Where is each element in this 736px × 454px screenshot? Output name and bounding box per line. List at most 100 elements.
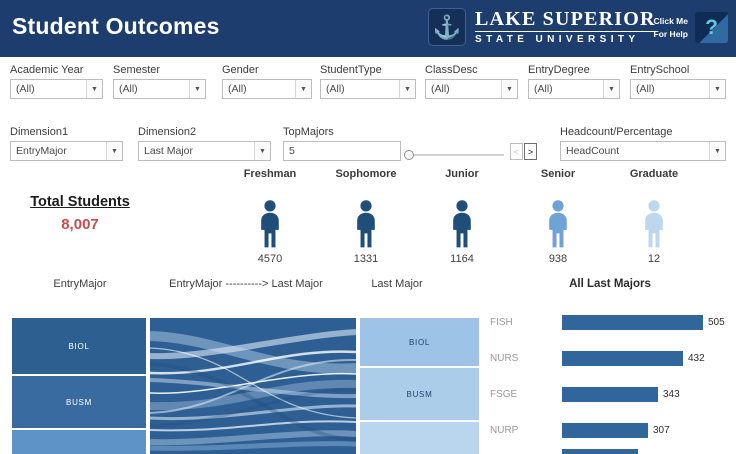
dropdown-value: (All) [636, 83, 655, 95]
class-count: 1331 [353, 253, 379, 265]
filter-label: Gender [222, 64, 259, 76]
chevron-down-icon[interactable]: ▼ [603, 80, 619, 98]
filter-label: EntrySchool [630, 64, 690, 76]
last-segment-other[interactable] [360, 422, 479, 454]
filter-label: Semester [113, 64, 161, 76]
slider-knob[interactable] [404, 150, 414, 160]
bar-row: NURP 307 [490, 422, 670, 438]
chevron-down-icon[interactable]: ▼ [399, 80, 415, 98]
chevron-down-icon[interactable]: ▼ [709, 142, 725, 160]
filter-label: Dimension1 [10, 126, 69, 138]
bar-category: NURS [490, 352, 519, 364]
chevron-down-icon[interactable]: ▼ [501, 80, 517, 98]
chevron-down-icon[interactable]: ▼ [709, 80, 725, 98]
dropdown-value: (All) [16, 83, 35, 95]
filter-label: StudentType [320, 64, 382, 76]
entry-segment-other[interactable] [12, 430, 146, 454]
bar-value: 307 [653, 424, 670, 436]
person-icon[interactable] [541, 200, 575, 248]
bar-row-partial [490, 448, 638, 454]
last-major-bar: BIOL BUSM [360, 318, 479, 454]
filter-studenttype: StudentType (All) ▼ [320, 64, 416, 99]
dropdown-value: (All) [431, 83, 450, 95]
class-icons-row: 4570 1331 1164 938 12 [222, 200, 702, 265]
chevron-down-icon[interactable]: ▼ [106, 142, 122, 160]
class-column-sophomore: 1331 [318, 200, 414, 265]
question-mark-icon[interactable]: ? [695, 12, 728, 43]
class-column-freshman: 4570 [222, 200, 318, 265]
class-column-junior: 1164 [414, 200, 510, 265]
bar-row: FISH 505 [490, 314, 725, 330]
dimension2-dropdown[interactable]: Last Major ▼ [138, 141, 271, 161]
sankey-svg [149, 318, 357, 454]
last-segment-busm[interactable]: BUSM [360, 368, 479, 420]
class-header-row: Freshman Sophomore Junior Senior Graduat… [222, 168, 702, 180]
topmajors-control: TopMajors [283, 126, 401, 161]
logo-line2: STATE UNIVERSITY [475, 31, 656, 45]
last-segment-biol[interactable]: BIOL [360, 318, 479, 366]
headcount-control: Headcount/Percentage HeadCount ▼ [560, 126, 726, 161]
topmajors-input[interactable] [283, 141, 401, 161]
bar-category: FISH [490, 316, 513, 328]
dropdown-value: (All) [326, 83, 345, 95]
chevron-down-icon[interactable]: ▼ [254, 142, 270, 160]
classdesc-dropdown[interactable]: (All) ▼ [425, 79, 518, 99]
filter-label: Headcount/Percentage [560, 126, 673, 138]
bar-value: 343 [663, 388, 680, 400]
academic-year-dropdown[interactable]: (All) ▼ [10, 79, 103, 99]
dimension1-dropdown[interactable]: EntryMajor ▼ [10, 141, 123, 161]
topmajors-slider[interactable] [404, 149, 504, 161]
entry-segment-busm[interactable]: BUSM [12, 376, 146, 428]
entryschool-dropdown[interactable]: (All) ▼ [630, 79, 726, 99]
total-students-label: Total Students [30, 194, 130, 210]
entry-segment-biol[interactable]: BIOL [12, 318, 146, 374]
filter-label: ClassDesc [425, 64, 478, 76]
chevron-down-icon[interactable]: ▼ [295, 80, 311, 98]
chevron-down-icon[interactable]: ▼ [189, 80, 205, 98]
help-label-line1: Click Me [653, 15, 689, 26]
bar-row: NURS 432 [490, 350, 705, 366]
bar-partial[interactable] [562, 448, 638, 454]
slider-track[interactable] [404, 154, 504, 156]
dimension1-control: Dimension1 EntryMajor ▼ [10, 126, 123, 161]
person-icon[interactable] [349, 200, 383, 248]
bar[interactable] [562, 422, 648, 438]
gender-dropdown[interactable]: (All) ▼ [222, 79, 312, 99]
person-icon[interactable] [637, 200, 671, 248]
class-header-freshman: Freshman [243, 168, 297, 180]
person-icon[interactable] [253, 200, 287, 248]
page-left-button[interactable]: < [510, 143, 523, 160]
filter-entrydegree: EntryDegree (All) ▼ [528, 64, 620, 99]
dropdown-value: HeadCount [566, 145, 620, 157]
filter-academic-year: Academic Year (All) ▼ [10, 64, 103, 99]
flow-diagram[interactable] [149, 318, 357, 454]
class-column-senior: 938 [510, 200, 606, 265]
class-column-graduate: 12 [606, 200, 702, 265]
chevron-down-icon[interactable]: ▼ [86, 80, 102, 98]
filter-semester: Semester (All) ▼ [113, 64, 206, 99]
last-major-label: Last Major [371, 278, 423, 290]
dropdown-value: Last Major [144, 145, 194, 157]
entrydegree-dropdown[interactable]: (All) ▼ [528, 79, 620, 99]
bar-category: NURP [490, 424, 519, 436]
class-header-junior: Junior [445, 168, 479, 180]
all-last-majors-title: All Last Majors [569, 278, 651, 290]
university-logo: ⚓ LAKE SUPERIOR STATE UNIVERSITY [428, 8, 656, 46]
entry-major-bar: BIOL BUSM [12, 318, 146, 454]
headcount-dropdown[interactable]: HeadCount ▼ [560, 141, 726, 161]
help-button[interactable]: Click Me For Help ? [653, 12, 728, 43]
bar[interactable] [562, 386, 658, 402]
semester-dropdown[interactable]: (All) ▼ [113, 79, 206, 99]
bar-row: FSGE 343 [490, 386, 680, 402]
filter-gender: Gender (All) ▼ [222, 64, 312, 99]
page-right-button[interactable]: > [524, 143, 537, 160]
person-icon[interactable] [445, 200, 479, 248]
studenttype-dropdown[interactable]: (All) ▼ [320, 79, 416, 99]
dropdown-value: (All) [119, 83, 138, 95]
class-count: 12 [647, 253, 661, 265]
all-last-majors-chart: FISH 505 NURS 432 FSGE 343 NURP 307 [490, 308, 736, 454]
header: Student Outcomes ⚓ LAKE SUPERIOR STATE U… [0, 0, 736, 57]
bar[interactable] [562, 314, 703, 330]
bar[interactable] [562, 350, 683, 366]
dropdown-value: (All) [228, 83, 247, 95]
